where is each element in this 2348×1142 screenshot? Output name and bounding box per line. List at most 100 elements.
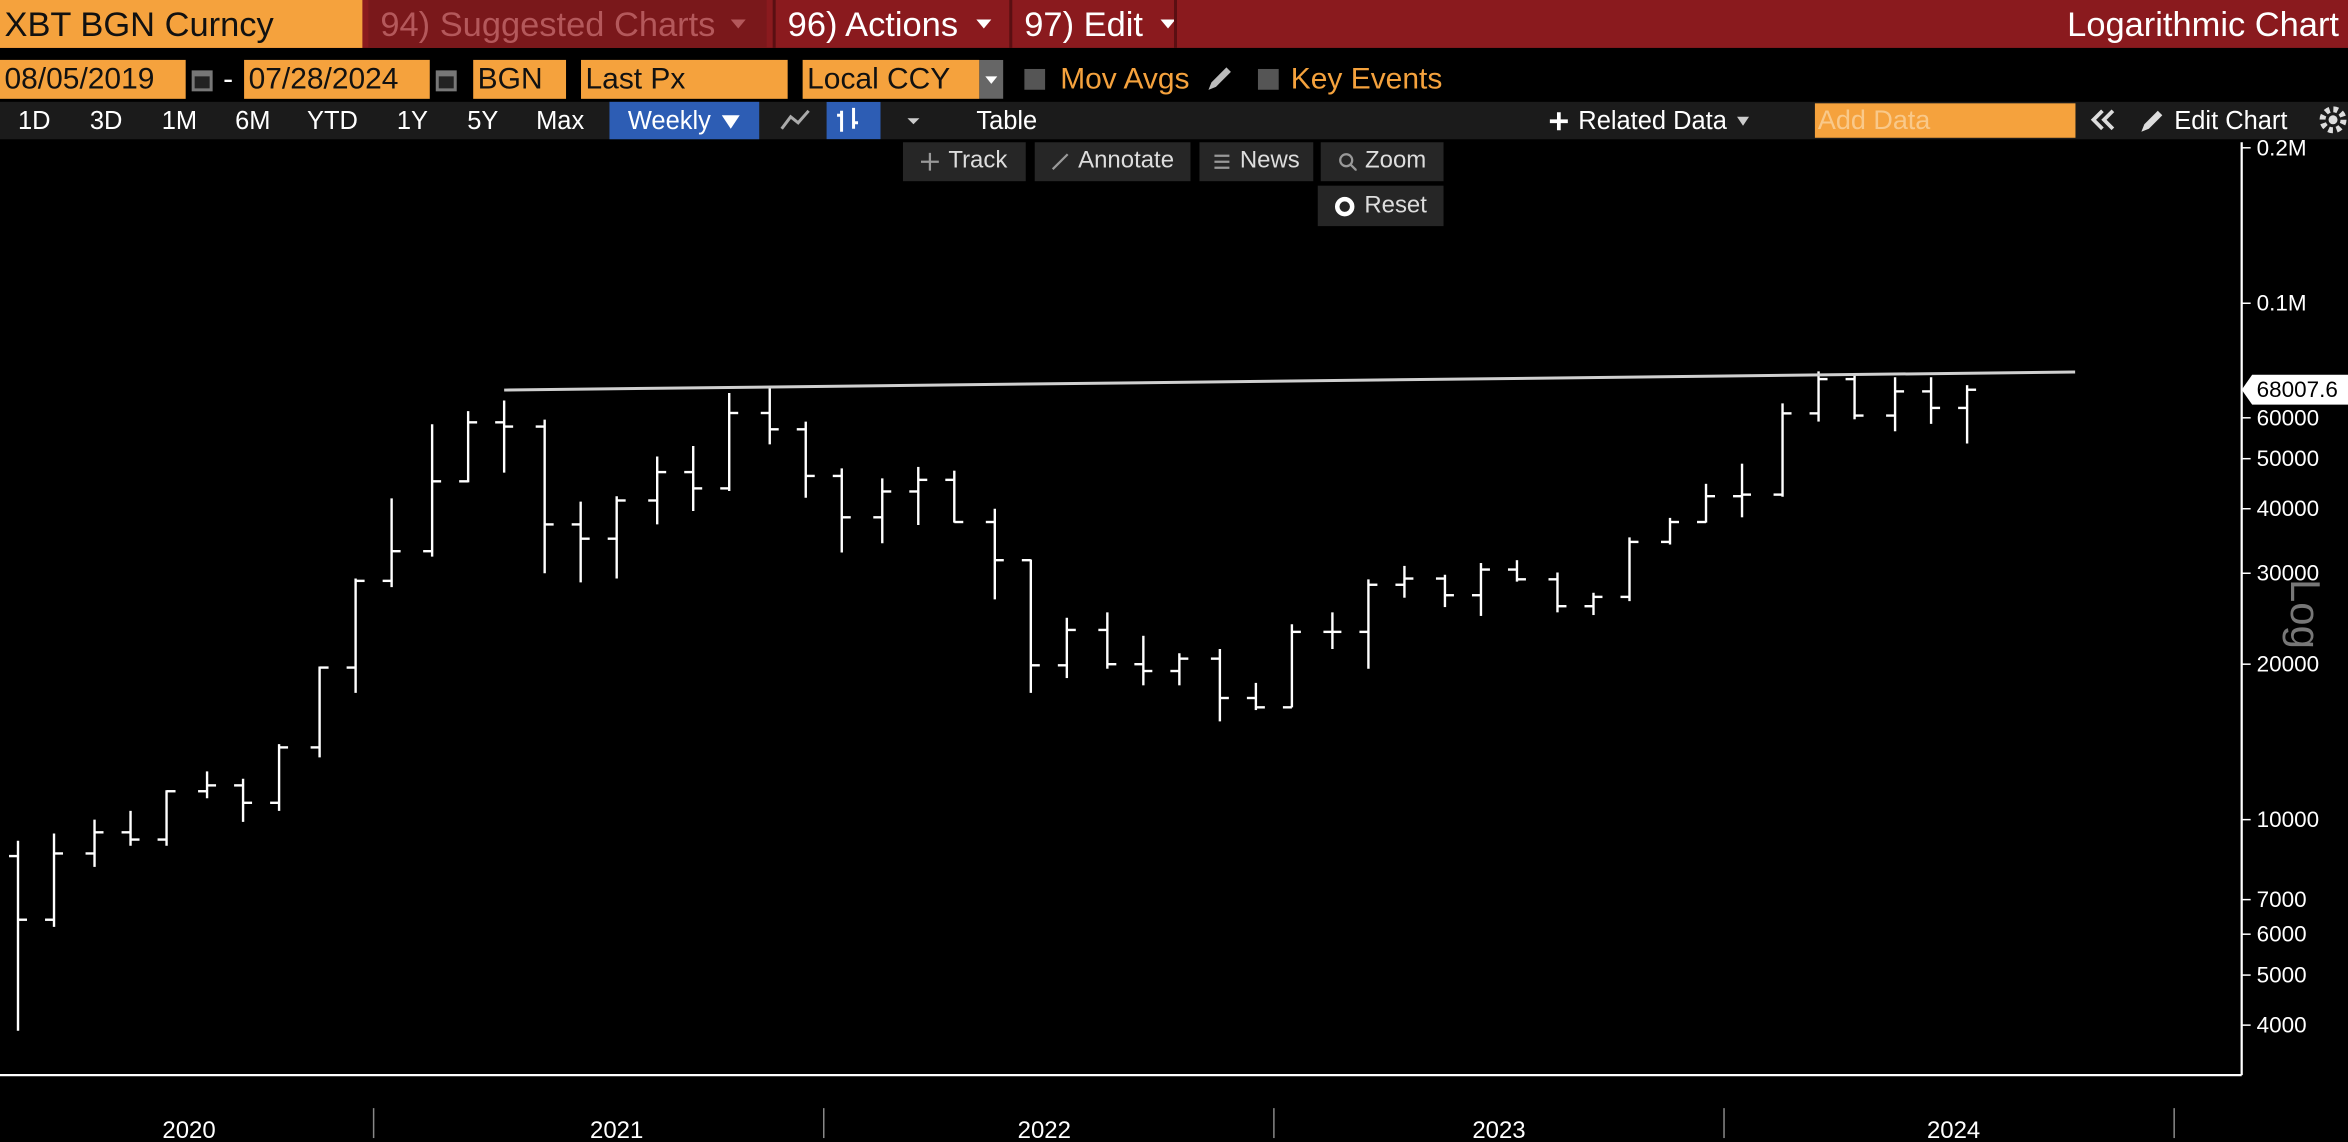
- related-data-button[interactable]: Related Data: [1548, 102, 1751, 139]
- dropdown-arrow[interactable]: [979, 59, 1004, 99]
- ohlc-bar: [873, 478, 892, 544]
- date-separator: -: [223, 62, 234, 96]
- ohlc-bar: [607, 496, 626, 579]
- ohlc-bar: [1620, 537, 1639, 602]
- toggle-label[interactable]: Mov Avgs: [1060, 62, 1190, 96]
- ohlc-bar: [1282, 624, 1301, 709]
- ohlc-bar: [1958, 385, 1977, 444]
- checkbox[interactable]: [1024, 68, 1046, 90]
- table-button[interactable]: Table: [976, 105, 1038, 135]
- chart-tool[interactable]: Zoom: [1320, 142, 1444, 182]
- ohlc-bar: [760, 386, 779, 445]
- calendar-icon[interactable]: [190, 66, 214, 93]
- frequency-selector[interactable]: Weekly: [609, 101, 760, 140]
- dropdown-arrow[interactable]: [898, 102, 928, 139]
- period-button[interactable]: 1D: [17, 105, 51, 135]
- tool-label: News: [1239, 148, 1300, 174]
- ohlc-bar: [832, 468, 851, 553]
- settings-icon[interactable]: [2318, 105, 2348, 135]
- pencil-icon[interactable]: [1204, 64, 1234, 94]
- y-tick-label: 6000: [2257, 922, 2307, 947]
- ohlc-bar: [1507, 560, 1526, 582]
- chart-kind: Logarithmic Chart: [2067, 3, 2340, 43]
- ohlc-bar: [234, 778, 253, 822]
- reset-icon: [1335, 196, 1355, 216]
- x-tick-label: 2020: [162, 1117, 215, 1141]
- field-selector[interactable]: Last Px: [581, 59, 788, 99]
- ohlc-bar: [1359, 579, 1378, 669]
- menu-button[interactable]: 97) Edit: [1009, 0, 1177, 48]
- edit-chart-button[interactable]: Edit Chart: [2138, 102, 2287, 139]
- dropdown-arrow: [721, 114, 740, 129]
- ohlc-bar: [535, 419, 554, 574]
- menu-button[interactable]: 96) Actions: [772, 0, 1007, 48]
- period-button[interactable]: Max: [536, 105, 585, 135]
- y-tick-label: 10000: [2257, 807, 2319, 832]
- ohlc-bar: [157, 790, 176, 846]
- ohlc-bar: [1733, 463, 1752, 518]
- period-button[interactable]: YTD: [306, 105, 358, 135]
- ohlc-bar: [648, 456, 667, 525]
- tool-label: Annotate: [1078, 148, 1175, 174]
- ohlc-bar: [1886, 377, 1905, 432]
- chart-style-icons[interactable]: [773, 101, 881, 140]
- ohlc-bar: [571, 501, 590, 583]
- ohlc-bar: [796, 421, 815, 498]
- tool-label: Track: [948, 148, 1008, 174]
- last-price-box: [2241, 374, 2348, 405]
- ohlc-bar: [1922, 377, 1941, 424]
- chart-tool[interactable]: News: [1199, 142, 1314, 182]
- y-tick-label: 0.1M: [2257, 291, 2307, 316]
- period-button[interactable]: 1Y: [396, 105, 428, 135]
- y-tick-label: 40000: [2257, 496, 2319, 521]
- security-field[interactable]: XBT BGN Curncy: [0, 0, 363, 48]
- checkbox[interactable]: [1257, 68, 1279, 90]
- y-tick-label: 50000: [2257, 446, 2319, 471]
- menu-label: 97) Edit: [1024, 3, 1143, 43]
- ohlc-bar: [1773, 403, 1792, 497]
- frequency-label: Weekly: [627, 105, 711, 135]
- ohlc-bar: [1246, 682, 1265, 711]
- start-date[interactable]: 08/05/2019: [0, 59, 186, 99]
- period-button[interactable]: 1M: [161, 105, 198, 135]
- period-button[interactable]: 5Y: [467, 105, 499, 135]
- calendar-icon[interactable]: [434, 66, 458, 93]
- collapse-icon[interactable]: [2087, 102, 2120, 139]
- period-button[interactable]: 3D: [89, 105, 123, 135]
- plus-icon: [1549, 111, 1568, 130]
- end-date[interactable]: 07/28/2024: [244, 59, 430, 99]
- ohlc-bar: [909, 466, 928, 526]
- toggle-label[interactable]: Key Events: [1290, 62, 1443, 96]
- pencil-icon: [2141, 110, 2163, 132]
- dropdown-arrow: [1737, 116, 1750, 126]
- x-tick-label: 2023: [1472, 1117, 1525, 1141]
- add-data-input[interactable]: Add Data: [1814, 103, 2076, 138]
- currency-selector[interactable]: Local CCY: [802, 59, 980, 99]
- y-tick-label: 30000: [2257, 561, 2319, 586]
- reset-button[interactable]: Reset: [1317, 185, 1444, 227]
- dropdown-arrow: [730, 19, 746, 29]
- menu-button[interactable]: 94) Suggested Charts: [368, 0, 767, 48]
- period-button[interactable]: 6M: [235, 105, 271, 135]
- y-axis-label: Log: [2282, 579, 2329, 649]
- ohlc-bar: [1809, 371, 1828, 422]
- source-field[interactable]: BGN: [473, 59, 567, 99]
- ohlc-bar: [346, 578, 365, 693]
- y-tick-label: 60000: [2257, 405, 2319, 430]
- tool-icon: [1338, 153, 1357, 171]
- ohlc-bar: [1098, 612, 1117, 669]
- chart-tool[interactable]: Annotate: [1034, 142, 1191, 182]
- tool-label: Zoom: [1364, 148, 1427, 174]
- ohlc-bar: [1435, 574, 1454, 608]
- ohlc-bar: [310, 666, 329, 758]
- ohlc-bar: [1134, 635, 1153, 686]
- x-tick-label: 2022: [1018, 1117, 1071, 1141]
- tool-icon: [921, 152, 940, 171]
- ohlc-bar: [684, 446, 703, 511]
- ohlc-bar: [1845, 374, 1864, 420]
- dropdown-arrow: [1160, 19, 1175, 29]
- chart-tool[interactable]: Track: [902, 142, 1026, 182]
- ohlc-bar: [720, 393, 739, 491]
